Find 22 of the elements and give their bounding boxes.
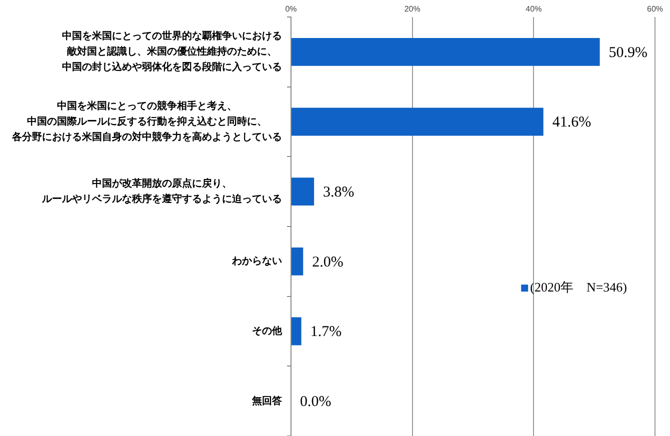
data-label: 2.0%	[312, 254, 344, 270]
y-tick-label: 中国が改革開放の原点に戻り、ルールやリベラルな秩序を遵守するように迫っている	[41, 178, 282, 206]
legend-label: (2020年 N=346)	[530, 280, 628, 295]
bar	[292, 108, 544, 136]
data-label: 41.6%	[552, 114, 592, 131]
data-label: 3.8%	[323, 184, 354, 201]
bar	[292, 247, 304, 276]
y-tick-label: その他	[252, 325, 283, 337]
x-tick-label: 40%	[526, 4, 542, 14]
data-label: 1.7%	[310, 324, 342, 340]
bar	[292, 178, 314, 206]
y-tick-label: 中国を米国にとっての競争相手と考え、中国の国際ルールに反する行動を抑え込むと同時に、各分野における米国自身の対中競争力を高めようとしている	[11, 100, 282, 143]
x-tick-label: 0%	[285, 4, 297, 14]
data-label: 50.9%	[608, 44, 648, 61]
y-tick-label: 中国を米国にとっての世界的な覇権争いにおける敵対国と認識し、米国の優位性維持のために、中国の封じ込めや弱体化を図る段階に入っている	[62, 30, 282, 74]
bar	[292, 38, 600, 66]
x-tick-label: 60%	[646, 4, 664, 14]
x-tick-label: 20%	[404, 4, 420, 14]
bar	[292, 317, 302, 346]
data-label: 0.0%	[300, 394, 332, 410]
y-tick-label: わからない	[231, 256, 282, 268]
y-tick-label: 無回答	[251, 394, 283, 407]
